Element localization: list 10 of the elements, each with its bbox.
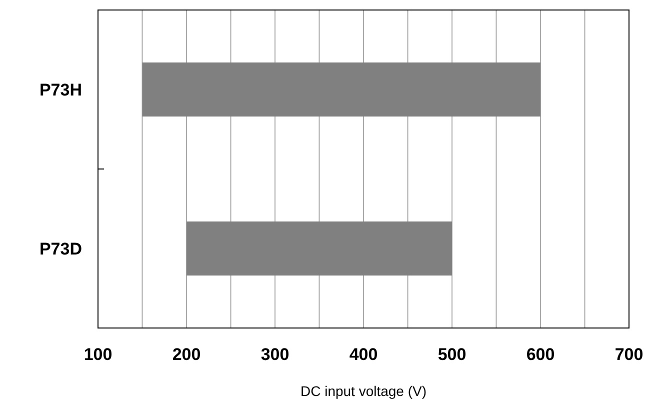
x-tick-label: 400 [349,345,378,364]
x-tick-label: 500 [438,345,466,364]
x-tick-label: 600 [526,345,555,364]
y-tick-label: P73D [39,239,82,258]
y-tick-label: P73H [39,80,82,100]
x-tick-label: 700 [614,345,644,364]
x-axis-title: DC input voltage (V) [300,383,427,399]
x-tick-label: 100 [84,345,112,364]
x-tick-label: 200 [172,345,201,364]
x-tick-label: 300 [260,345,290,364]
